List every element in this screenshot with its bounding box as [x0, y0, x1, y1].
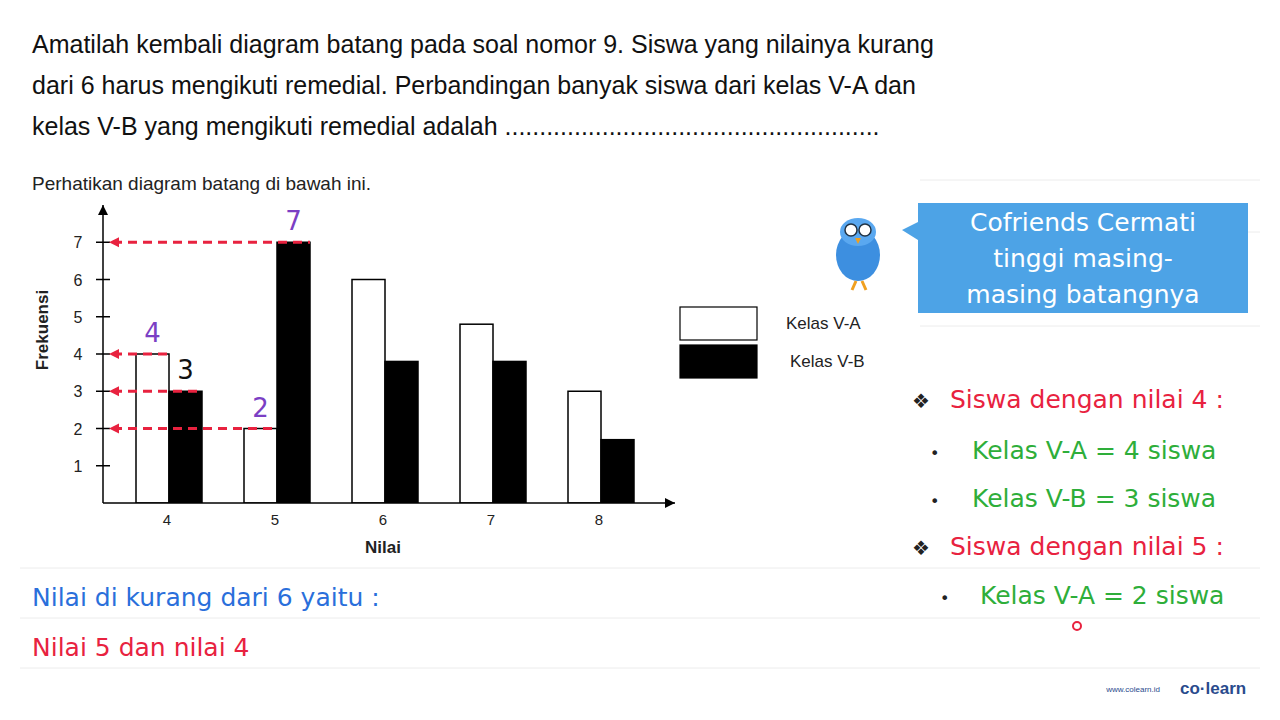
bar [277, 242, 310, 503]
y-tick [96, 242, 110, 244]
y-axis-arrow [98, 205, 108, 215]
x-axis [103, 502, 675, 504]
note-bullet: ❖ [912, 536, 930, 560]
bar [244, 429, 277, 504]
legend-label: Kelas V-B [790, 352, 865, 371]
legend-label: Kelas V-A [786, 314, 861, 333]
note-text: Kelas V-A = 4 siswa [972, 436, 1216, 465]
y-tick [96, 316, 110, 318]
brand-url: www.colearn.id [1105, 685, 1160, 694]
question-line: kelas V-B yang mengikuti remedial adalah… [32, 112, 880, 140]
bar [385, 361, 418, 503]
y-tick [96, 353, 110, 355]
y-tick-label: 7 [74, 234, 83, 251]
y-tick-label: 4 [74, 346, 83, 363]
y-tick [96, 465, 110, 467]
bar [601, 440, 634, 503]
bar [352, 280, 385, 504]
mascot-feet [852, 281, 866, 290]
annotation: 4 [144, 318, 161, 348]
y-tick-label: 3 [74, 383, 83, 400]
question-line: dari 6 harus mengikuti remedial. Perband… [32, 71, 916, 99]
bar [568, 391, 601, 503]
guide-arrow [109, 237, 119, 247]
x-axis-arrow [665, 498, 675, 508]
y-tick [96, 279, 110, 281]
guide-line [113, 427, 277, 430]
separator [20, 668, 1260, 669]
separator [920, 180, 1260, 181]
y-tick-label: 6 [74, 272, 83, 289]
note-bullet: • [930, 492, 939, 511]
x-tick-label: 4 [163, 511, 171, 528]
y-tick [96, 391, 110, 393]
callout-box [902, 203, 1248, 313]
annotation: 2 [252, 393, 269, 423]
guide-line [113, 241, 310, 244]
annotation: 3 [177, 355, 194, 385]
x-tick-label: 7 [487, 511, 495, 528]
note-text: Kelas V-B = 3 siswa [972, 484, 1216, 513]
x-tick-label: 6 [379, 511, 387, 528]
note-text: Siswa dengan nilai 5 : [950, 532, 1224, 561]
note-bullet: • [930, 444, 939, 463]
mascot-eye [859, 224, 871, 236]
separator [20, 568, 1260, 569]
x-tick-label: 5 [271, 511, 279, 528]
note-text: Kelas V-A = 2 siswa [980, 581, 1224, 610]
conclusion-text: Nilai 5 dan nilai 4 [32, 633, 250, 662]
page: Amatilah kembali diagram batang pada soa… [0, 0, 1280, 720]
legend-swatch [680, 307, 757, 340]
guide-line [113, 353, 169, 356]
note-bullet: • [940, 589, 949, 608]
annotation: 7 [285, 206, 302, 236]
y-tick [96, 428, 110, 430]
x-tick-label: 8 [595, 511, 603, 528]
callout-text: Cofriends Cermati [970, 208, 1196, 237]
y-tick-label: 5 [74, 309, 83, 326]
callout-text: tinggi masing- [993, 244, 1173, 273]
separator [20, 618, 1260, 619]
guide-arrow [109, 386, 119, 396]
note-text: Siswa dengan nilai 4 : [950, 385, 1224, 414]
y-axis-label: Frekuensi [33, 290, 52, 370]
y-tick-label: 2 [74, 421, 83, 438]
bar [460, 324, 493, 503]
callout-text: masing batangnya [966, 280, 1199, 309]
conclusion-text: Nilai di kurang dari 6 yaitu : [32, 583, 380, 612]
mascot-beak [855, 238, 861, 244]
guide-arrow [109, 424, 119, 434]
brand-logo: co·learn [1180, 679, 1246, 698]
legend-swatch [680, 345, 757, 378]
bar [169, 391, 202, 503]
x-axis-label: Nilai [365, 538, 401, 557]
separator [920, 326, 1260, 327]
chart-title: Perhatikan diagram batang di bawah ini. [32, 173, 371, 194]
guide-arrow [109, 349, 119, 359]
bars [136, 242, 634, 503]
bar [493, 361, 526, 503]
guide-line [113, 390, 202, 393]
mascot-head [840, 218, 876, 246]
mascot-eye [845, 224, 857, 236]
note-bullet: ❖ [912, 389, 930, 413]
y-tick-label: 1 [74, 458, 83, 475]
cursor-dot [1073, 622, 1081, 630]
mascot [836, 218, 880, 290]
question-line: Amatilah kembali diagram batang pada soa… [32, 30, 934, 58]
